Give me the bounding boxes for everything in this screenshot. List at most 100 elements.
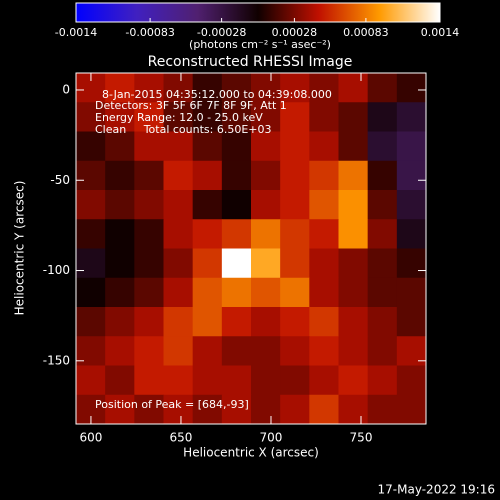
x-tick-label: 600	[79, 431, 102, 445]
colorbar-tick-label: 0.00083	[343, 26, 389, 39]
heatmap-cell	[105, 219, 135, 249]
heatmap-cell	[105, 277, 135, 308]
heatmap-cell	[396, 102, 427, 132]
chart-title: Reconstructed RHESSI Image	[148, 54, 353, 70]
heatmap-cell	[367, 160, 398, 191]
heatmap-cell	[338, 102, 369, 132]
heatmap-cell	[134, 160, 164, 191]
heatmap-cell	[396, 219, 427, 249]
heatmap-cell	[396, 277, 427, 308]
heatmap-cell	[221, 73, 252, 103]
heatmap-cell	[280, 219, 310, 249]
heatmap-cell	[280, 336, 310, 366]
heatmap-cell	[163, 190, 194, 220]
heatmap-cell	[105, 131, 135, 162]
heatmap-cell	[192, 307, 223, 337]
heatmap-cell	[163, 219, 194, 249]
heatmap-cell	[221, 160, 252, 191]
heatmap-cell	[367, 102, 398, 132]
heatmap-cell	[192, 365, 223, 396]
heatmap-cell	[338, 277, 369, 308]
heatmap-cell	[134, 248, 164, 279]
heatmap-cell	[309, 277, 339, 308]
heatmap-cell	[280, 190, 310, 220]
annotation: Detectors: 3F 5F 6F 7F 8F 9F, Att 1	[95, 99, 287, 112]
annotation: Clean Total counts: 6.50E+03	[95, 123, 272, 136]
heatmap-cell	[338, 365, 369, 396]
heatmap-cell	[251, 131, 281, 162]
heatmap-cell	[134, 277, 164, 308]
heatmap-cell	[396, 307, 427, 337]
heatmap-cell	[105, 394, 135, 425]
heatmap-cell	[309, 365, 339, 396]
heatmap-cell	[280, 394, 310, 425]
heatmap-cell	[396, 73, 427, 103]
heatmap-cell	[76, 102, 106, 132]
heatmap-cell	[163, 73, 194, 103]
heatmap-cell	[163, 365, 194, 396]
heatmap-cell	[309, 131, 339, 162]
heatmap-cell	[396, 365, 427, 396]
heatmap-cell	[192, 73, 223, 103]
heatmap-cell	[367, 365, 398, 396]
heatmap-cell	[367, 190, 398, 220]
heatmap-cell	[280, 248, 310, 279]
heatmap-cell	[338, 248, 369, 279]
timestamp: 17-May-2022 19:16	[378, 483, 495, 497]
heatmap-cell	[251, 248, 281, 279]
heatmap-cell	[338, 307, 369, 337]
y-tick-label: -50	[50, 173, 70, 187]
heatmap-cell	[105, 336, 135, 366]
heatmap-cell	[251, 190, 281, 220]
heatmap-cell	[338, 160, 369, 191]
heatmap-cell	[367, 131, 398, 162]
heatmap-cell	[76, 277, 106, 308]
colorbar-tick-label: 0.0014	[421, 26, 460, 39]
heatmap-cell	[76, 307, 106, 337]
heatmap-cell	[251, 365, 281, 396]
colorbar-tick-label: -0.00083	[125, 26, 174, 39]
heatmap-cell	[76, 131, 106, 162]
heatmap-cell	[251, 160, 281, 191]
heatmap-cell	[221, 336, 252, 366]
heatmap-cell	[221, 394, 252, 425]
heatmap-cell	[338, 73, 369, 103]
heatmap-cell	[309, 219, 339, 249]
heatmap-cell	[367, 277, 398, 308]
heatmap-cell	[134, 102, 164, 132]
heatmap-cell	[251, 102, 281, 132]
heatmap-cell	[396, 394, 427, 425]
x-tick-label: 650	[170, 431, 193, 445]
heatmap-cell	[105, 248, 135, 279]
heatmap-cell	[192, 190, 223, 220]
heatmap-cell	[134, 307, 164, 337]
heatmap-cell	[76, 336, 106, 366]
heatmap-cell	[76, 160, 106, 191]
heatmap-cell	[280, 160, 310, 191]
heatmap-cell	[134, 394, 164, 425]
heatmap-cell	[309, 307, 339, 337]
colorbar	[75, 2, 441, 23]
heatmap-cell	[280, 73, 310, 103]
heatmap-cell	[134, 131, 164, 162]
heatmap-cell	[134, 365, 164, 396]
heatmap-cell	[163, 277, 194, 308]
heatmap-cell	[221, 102, 252, 132]
heatmap-cell	[105, 73, 135, 103]
heatmap-cell	[221, 190, 252, 220]
heatmap-cell	[163, 131, 194, 162]
heatmap-cell	[105, 190, 135, 220]
heatmap-cell	[280, 307, 310, 337]
heatmap-cell	[76, 248, 106, 279]
heatmap-cell	[163, 160, 194, 191]
heatmap-cell	[134, 219, 164, 249]
heatmap-cell	[338, 190, 369, 220]
x-tick-label: 750	[350, 431, 373, 445]
heatmap-cell	[163, 307, 194, 337]
heatmap-cell	[309, 336, 339, 366]
heatmap-cell	[221, 277, 252, 308]
heatmap-cell	[163, 336, 194, 366]
heatmap-cell	[367, 73, 398, 103]
heatmap-cell	[192, 277, 223, 308]
